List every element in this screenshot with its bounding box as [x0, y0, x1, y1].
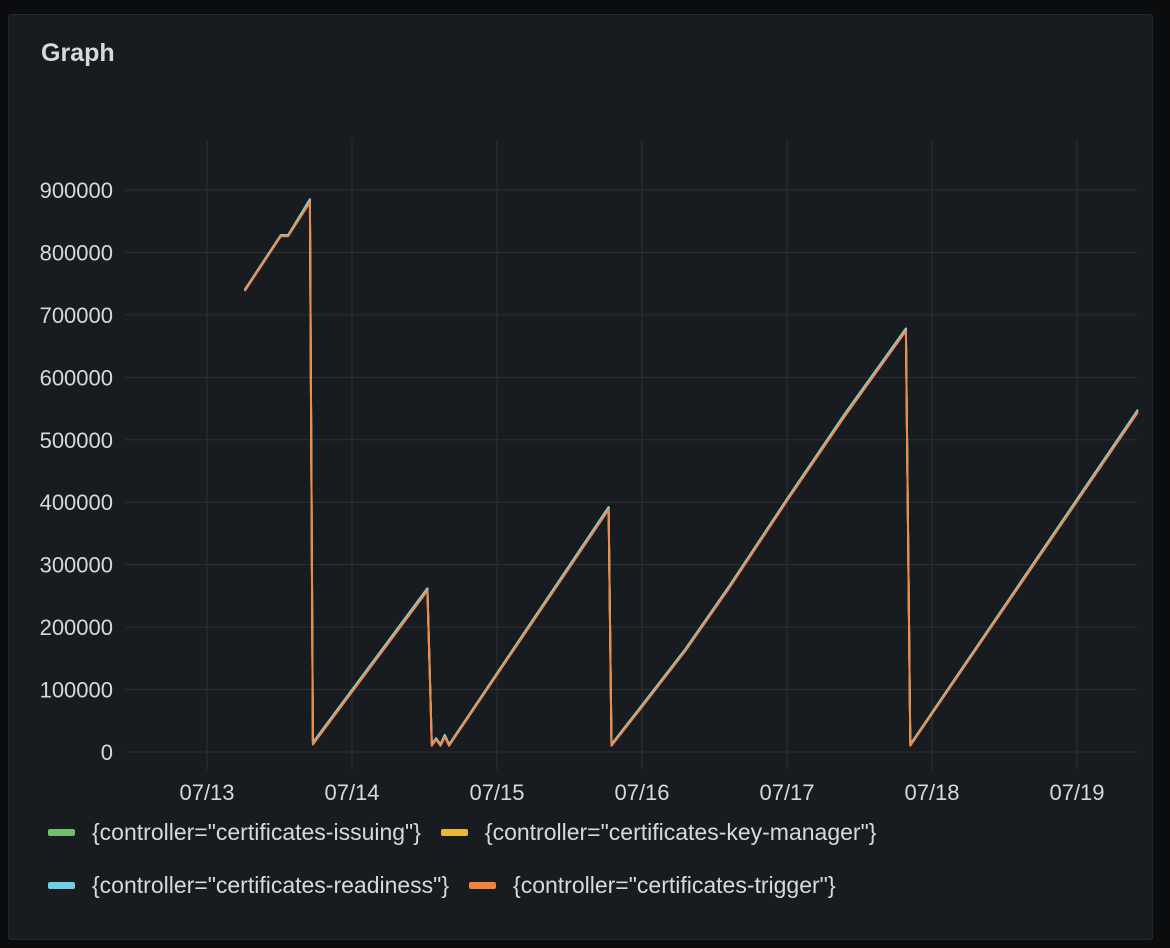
series-line-1: [243, 198, 1139, 746]
x-tick-label: 07/16: [614, 780, 669, 805]
y-tick-label: 400000: [40, 490, 113, 515]
y-tick-label: 500000: [40, 428, 113, 453]
y-tick-label: 900000: [40, 178, 113, 203]
x-axis: 07/13 07/14 07/15 07/16 07/17 07/18 07/19: [179, 780, 1104, 805]
y-axis: 0 100000 200000 300000 400000 500000 600000 700…: [40, 178, 113, 765]
x-tick-label: 07/13: [179, 780, 234, 805]
legend: {controller="certificates-issuing"} {con…: [48, 815, 1128, 921]
y-tick-label: 800000: [40, 240, 113, 265]
x-tick-label: 07/15: [469, 780, 524, 805]
legend-item-readiness[interactable]: {controller="certificates-readiness"}: [48, 872, 449, 899]
y-tick-label: 600000: [40, 365, 113, 390]
y-tick-label: 300000: [40, 553, 113, 578]
y-tick-label: 200000: [40, 615, 113, 640]
legend-swatch: [48, 881, 75, 889]
legend-swatch: [440, 828, 468, 836]
legend-swatch: [48, 828, 75, 836]
series-line-0: [243, 198, 1139, 746]
legend-label: {controller="certificates-issuing"}: [92, 818, 421, 845]
series-line-3: [243, 201, 1139, 747]
y-tick-label: 700000: [40, 303, 113, 328]
series-line-2: [243, 198, 1139, 746]
grid-lines: [125, 140, 1137, 770]
legend-item-key-manager[interactable]: {controller="certificates-key-manager"}: [440, 818, 877, 846]
legend-row: {controller="certificates-readiness"} {c…: [48, 868, 1128, 902]
legend-swatch: [469, 881, 497, 889]
legend-label: {controller="certificates-key-manager"}: [484, 818, 877, 845]
legend-item-issuing[interactable]: {controller="certificates-issuing"}: [48, 819, 421, 846]
panel-title[interactable]: Graph: [41, 39, 115, 67]
x-tick-label: 07/17: [759, 780, 814, 805]
series-group: [243, 198, 1139, 747]
legend-label: {controller="certificates-readiness"}: [92, 871, 450, 898]
legend-label: {controller="certificates-trigger"}: [513, 871, 836, 898]
x-tick-label: 07/14: [324, 780, 379, 805]
graph-panel: Graph: [8, 14, 1153, 940]
x-tick-label: 07/18: [904, 780, 959, 805]
x-tick-label: 07/19: [1049, 780, 1104, 805]
y-tick-label: 100000: [40, 678, 113, 703]
y-tick-label: 0: [101, 740, 113, 765]
legend-row: {controller="certificates-issuing"} {con…: [48, 815, 1128, 849]
legend-item-trigger[interactable]: {controller="certificates-trigger"}: [469, 872, 836, 899]
